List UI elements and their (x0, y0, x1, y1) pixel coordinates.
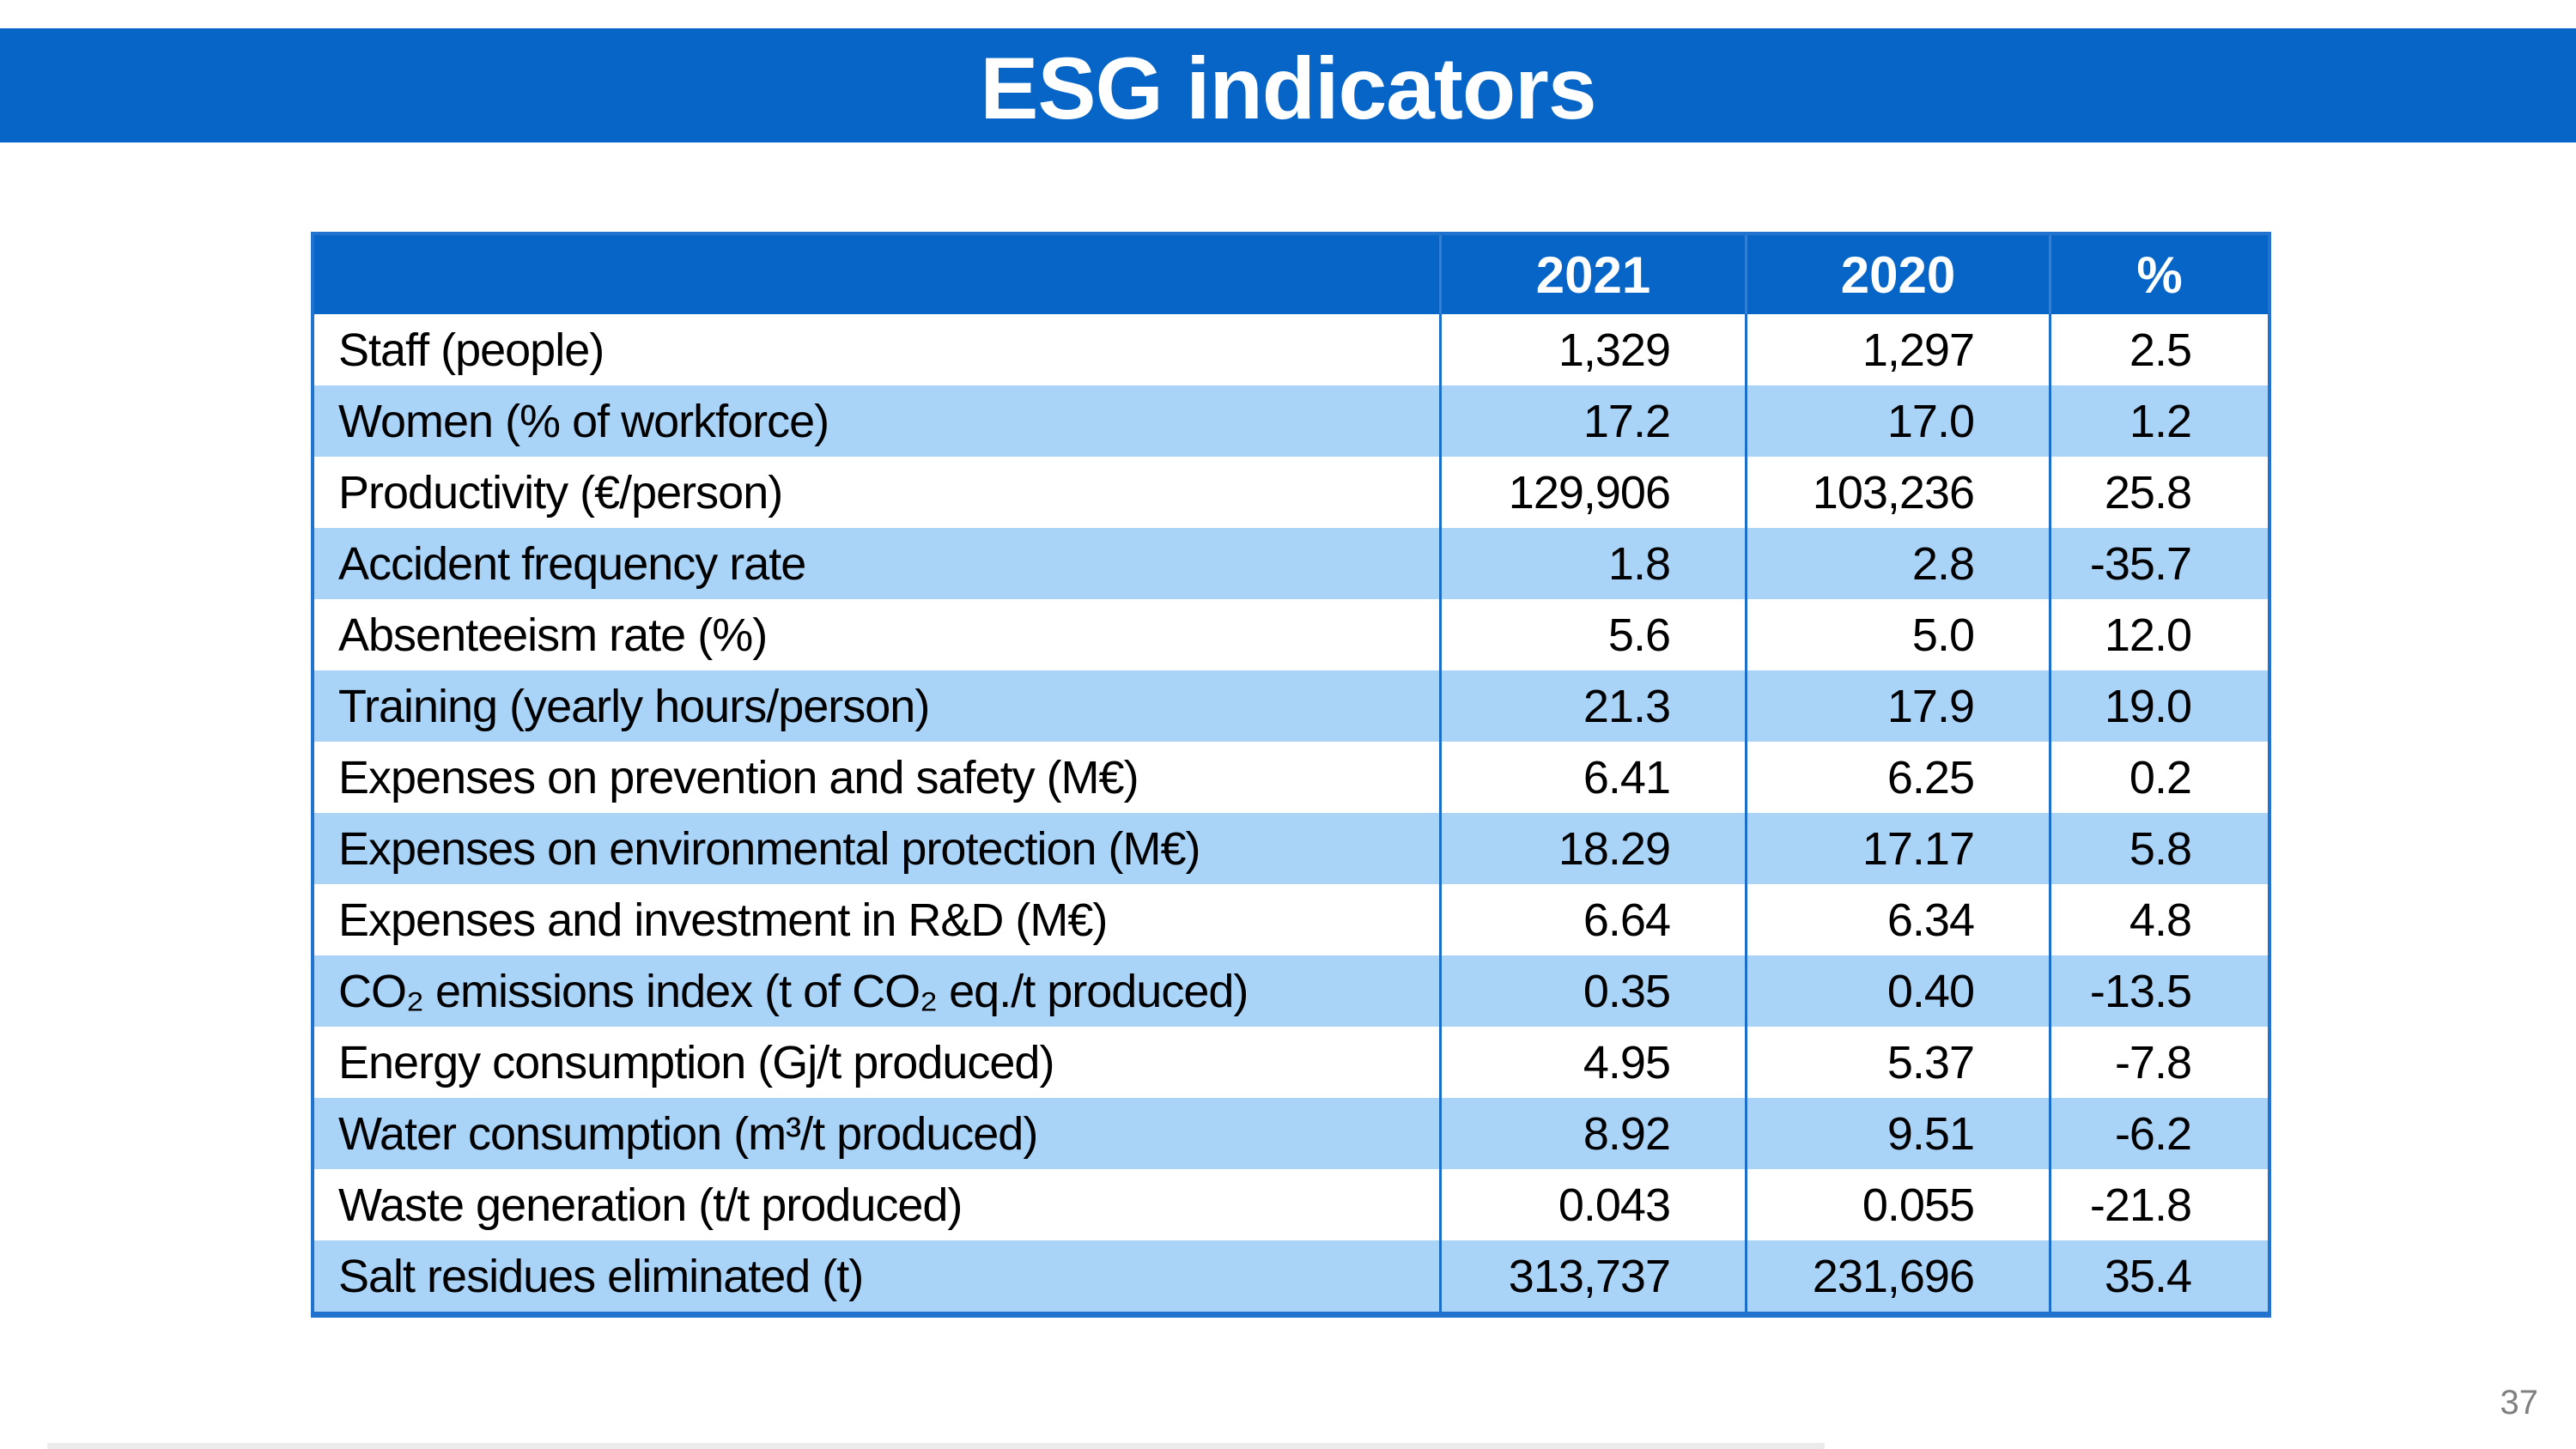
value-2021: 6.41 (1439, 742, 1745, 813)
value-2020: 0.40 (1745, 955, 2049, 1027)
header-percent: % (2049, 235, 2268, 314)
row-label: Absenteeism rate (%) (338, 609, 768, 661)
table-row: CO₂ emissions index (t of CO₂ eq./t prod… (314, 955, 2268, 1027)
value-2021: 0.043 (1439, 1169, 1745, 1240)
value-2020: 5.37 (1745, 1027, 2049, 1098)
table-row: Energy consumption (Gj/t produced) 4.95 … (314, 1027, 2268, 1098)
table-row: Expenses on environmental protection (M€… (314, 813, 2268, 884)
value-percent: 4.8 (2049, 884, 2268, 955)
esg-indicators-table: 2021 2020 % Staff (people) 1,329 1,297 2… (311, 232, 2271, 1318)
table-row: Water consumption (m³/t produced) 8.92 9… (314, 1098, 2268, 1169)
table-row: Absenteeism rate (%) 5.6 5.0 12.0 (314, 599, 2268, 670)
value-percent: -35.7 (2049, 528, 2268, 599)
table-row: Women (% of workforce) 17.2 17.0 1.2 (314, 385, 2268, 457)
row-label: Training (yearly hours/person) (338, 680, 930, 732)
header-empty-cell (314, 235, 1439, 314)
table-row: Expenses and investment in R&D (M€) 6.64… (314, 884, 2268, 955)
table-row: Accident frequency rate 1.8 2.8 -35.7 (314, 528, 2268, 599)
row-label: Women (% of workforce) (338, 395, 829, 447)
value-2020: 17.9 (1745, 670, 2049, 742)
value-percent: 1.2 (2049, 385, 2268, 457)
value-percent: 12.0 (2049, 599, 2268, 670)
row-label: Productivity (€/person) (338, 466, 783, 518)
value-2021: 18.29 (1439, 813, 1745, 884)
row-label: Salt residues eliminated (t) (338, 1250, 864, 1302)
row-label: Expenses on environmental protection (M€… (338, 822, 1201, 875)
table-header-row: 2021 2020 % (314, 235, 2268, 314)
value-2020: 1,297 (1745, 314, 2049, 385)
value-percent: 25.8 (2049, 457, 2268, 528)
table-row: Expenses on prevention and safety (M€) 6… (314, 742, 2268, 813)
row-label: Staff (people) (338, 324, 605, 376)
value-2021: 1,329 (1439, 314, 1745, 385)
value-2021: 1.8 (1439, 528, 1745, 599)
page-number: 37 (2500, 1384, 2539, 1422)
value-2020: 6.25 (1745, 742, 2049, 813)
value-2020: 2.8 (1745, 528, 2049, 599)
value-percent: -21.8 (2049, 1169, 2268, 1240)
row-label: Expenses and investment in R&D (M€) (338, 894, 1108, 946)
row-label: CO₂ emissions index (t of CO₂ eq./t prod… (338, 965, 1249, 1017)
value-percent: 2.5 (2049, 314, 2268, 385)
value-2020: 231,696 (1745, 1240, 2049, 1312)
value-2020: 17.17 (1745, 813, 2049, 884)
value-2021: 5.6 (1439, 599, 1745, 670)
value-2020: 0.055 (1745, 1169, 2049, 1240)
header-2021: 2021 (1439, 235, 1745, 314)
value-2021: 17.2 (1439, 385, 1745, 457)
value-2020: 103,236 (1745, 457, 2049, 528)
table-row: Staff (people) 1,329 1,297 2.5 (314, 314, 2268, 385)
value-percent: 35.4 (2049, 1240, 2268, 1312)
table-row: Training (yearly hours/person) 21.3 17.9… (314, 670, 2268, 742)
header-2020: 2020 (1745, 235, 2049, 314)
value-2021: 8.92 (1439, 1098, 1745, 1169)
value-percent: 0.2 (2049, 742, 2268, 813)
row-label: Accident frequency rate (338, 537, 806, 590)
value-2021: 0.35 (1439, 955, 1745, 1027)
value-2020: 17.0 (1745, 385, 2049, 457)
table-row: Waste generation (t/t produced) 0.043 0.… (314, 1169, 2268, 1240)
value-2020: 6.34 (1745, 884, 2049, 955)
value-2020: 5.0 (1745, 599, 2049, 670)
value-percent: 5.8 (2049, 813, 2268, 884)
slide-title: ESG indicators (980, 39, 1596, 137)
value-2021: 129,906 (1439, 457, 1745, 528)
value-2021: 6.64 (1439, 884, 1745, 955)
value-percent: -7.8 (2049, 1027, 2268, 1098)
slide-title-banner: ESG indicators (0, 28, 2576, 142)
value-percent: -6.2 (2049, 1098, 2268, 1169)
value-2021: 313,737 (1439, 1240, 1745, 1312)
value-2021: 4.95 (1439, 1027, 1745, 1098)
row-label: Energy consumption (Gj/t produced) (338, 1036, 1054, 1088)
value-2021: 21.3 (1439, 670, 1745, 742)
table-row: Salt residues eliminated (t) 313,737 231… (314, 1240, 2268, 1312)
row-label: Water consumption (m³/t produced) (338, 1107, 1038, 1160)
value-2020: 9.51 (1745, 1098, 2049, 1169)
bottom-edge-strip (47, 1443, 1825, 1449)
value-percent: -13.5 (2049, 955, 2268, 1027)
value-percent: 19.0 (2049, 670, 2268, 742)
row-label: Waste generation (t/t produced) (338, 1179, 963, 1231)
table-row: Productivity (€/person) 129,906 103,236 … (314, 457, 2268, 528)
row-label: Expenses on prevention and safety (M€) (338, 751, 1139, 803)
